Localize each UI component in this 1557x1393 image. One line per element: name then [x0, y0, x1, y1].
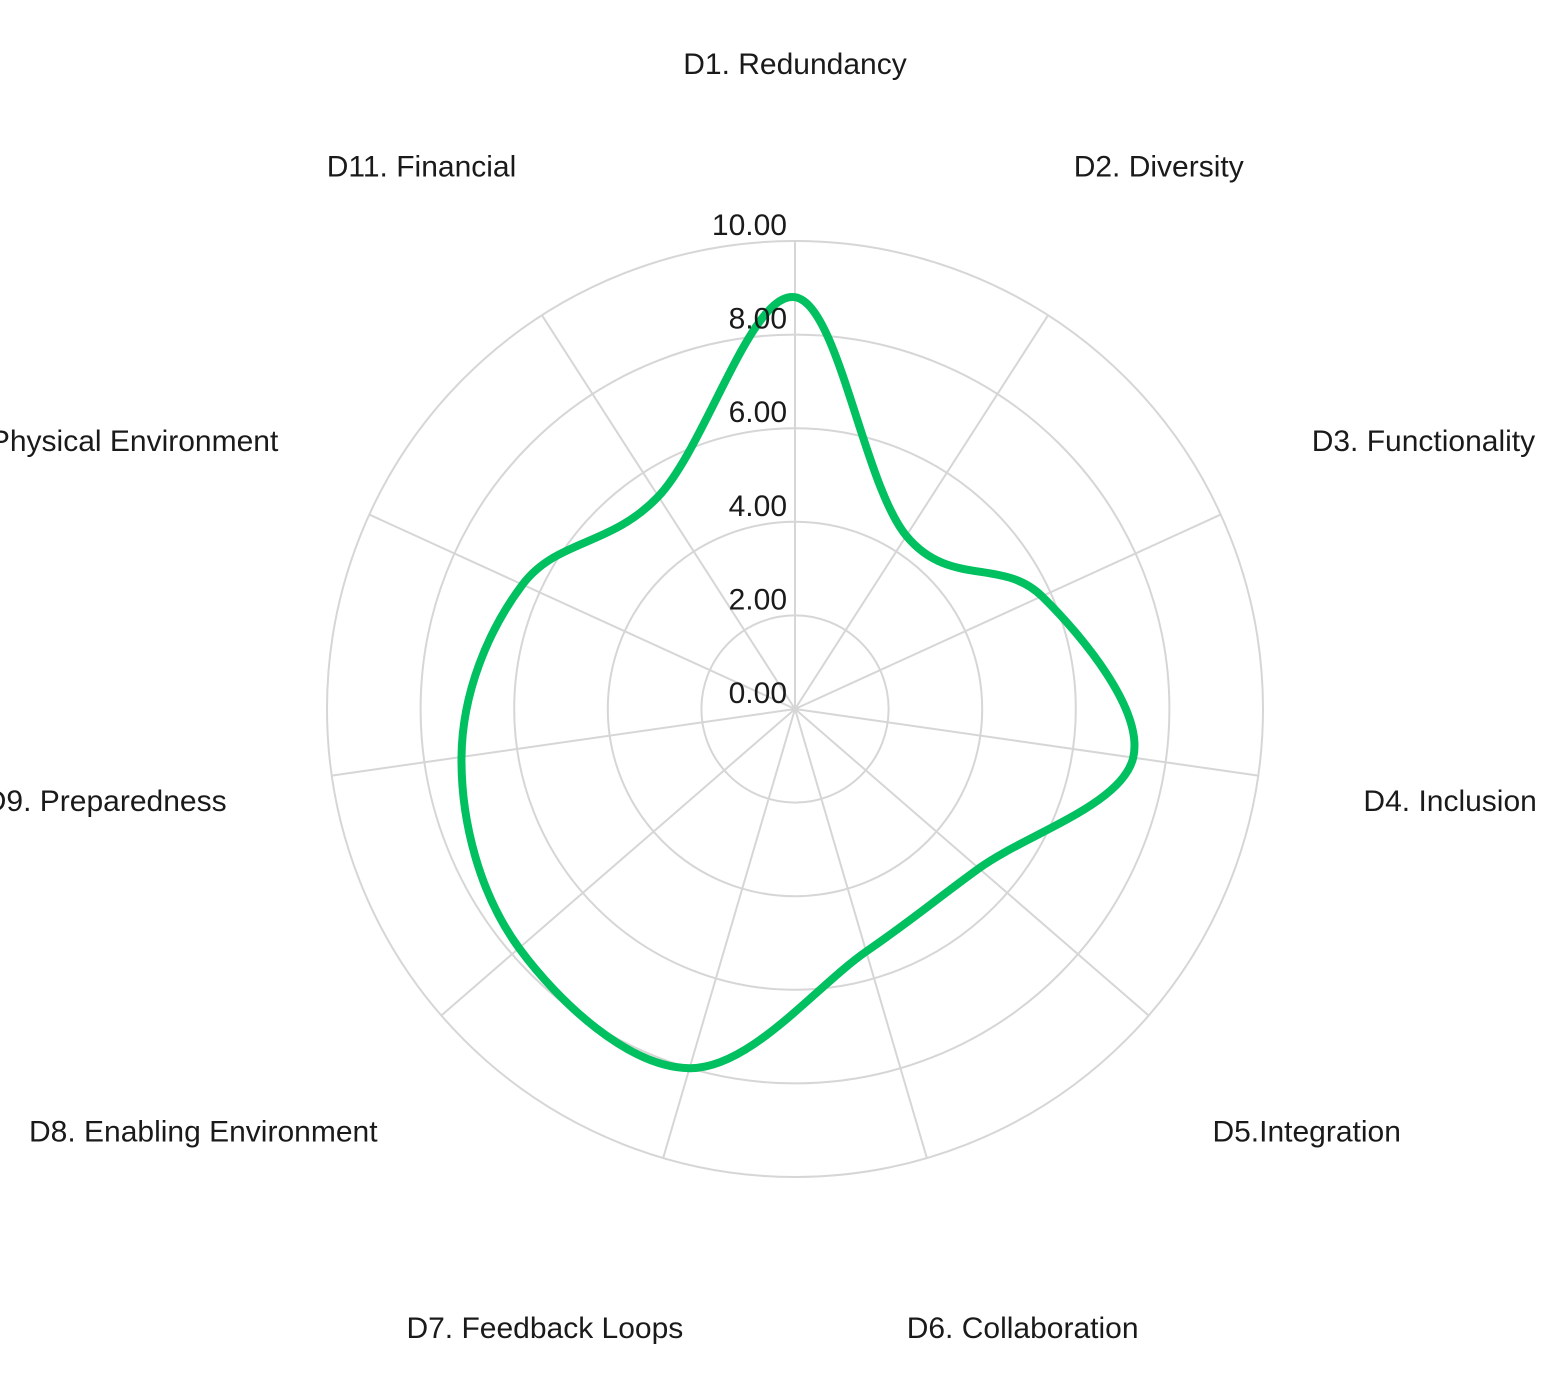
axis-spoke [541, 314, 796, 710]
series-line [457, 293, 1139, 1073]
axis-label: D5.Integration [1212, 1115, 1400, 1148]
axis-label: D7. Feedback Loops [406, 1312, 683, 1345]
axis-spoke [794, 708, 928, 1159]
axis-label: D6. Collaboration [907, 1312, 1139, 1345]
axis-spoke [794, 708, 1150, 1017]
axis-label: D11. Financial [327, 150, 517, 183]
axis-labels: D1. Redundancy D2. Diversity D3. Functiona… [0, 48, 1537, 1345]
axis-label: D2. Diversity [1074, 150, 1244, 183]
series-layer [457, 293, 1139, 1073]
tick-label: 6.00 [729, 396, 787, 429]
axis-label: D3. Functionality [1312, 425, 1535, 458]
tick-label: 2.00 [729, 583, 787, 616]
axis-spoke [662, 708, 796, 1159]
spokes [331, 241, 1259, 1159]
axis-spoke [794, 513, 1222, 710]
axis-label: D8. Enabling Environment [29, 1115, 378, 1148]
axis-label: D9. Preparedness [0, 785, 227, 818]
tick-label: 10.00 [712, 209, 787, 242]
tick-label: 0.00 [729, 677, 787, 710]
tick-label: 8.00 [729, 303, 787, 336]
axis-spoke [794, 314, 1049, 710]
axis-label: D4. Inclusion [1363, 785, 1536, 818]
tick-labels: 0.00 2.00 4.00 6.00 8.00 10.00 [712, 209, 787, 710]
axis-label: D10. Physical Environment [0, 425, 279, 458]
axis-spoke [794, 708, 1259, 777]
axis-spoke [368, 513, 796, 710]
axis-spoke [440, 708, 796, 1017]
tick-label: 4.00 [729, 490, 787, 523]
axis-label: D1. Redundancy [683, 48, 906, 81]
axis-spoke [331, 708, 796, 777]
